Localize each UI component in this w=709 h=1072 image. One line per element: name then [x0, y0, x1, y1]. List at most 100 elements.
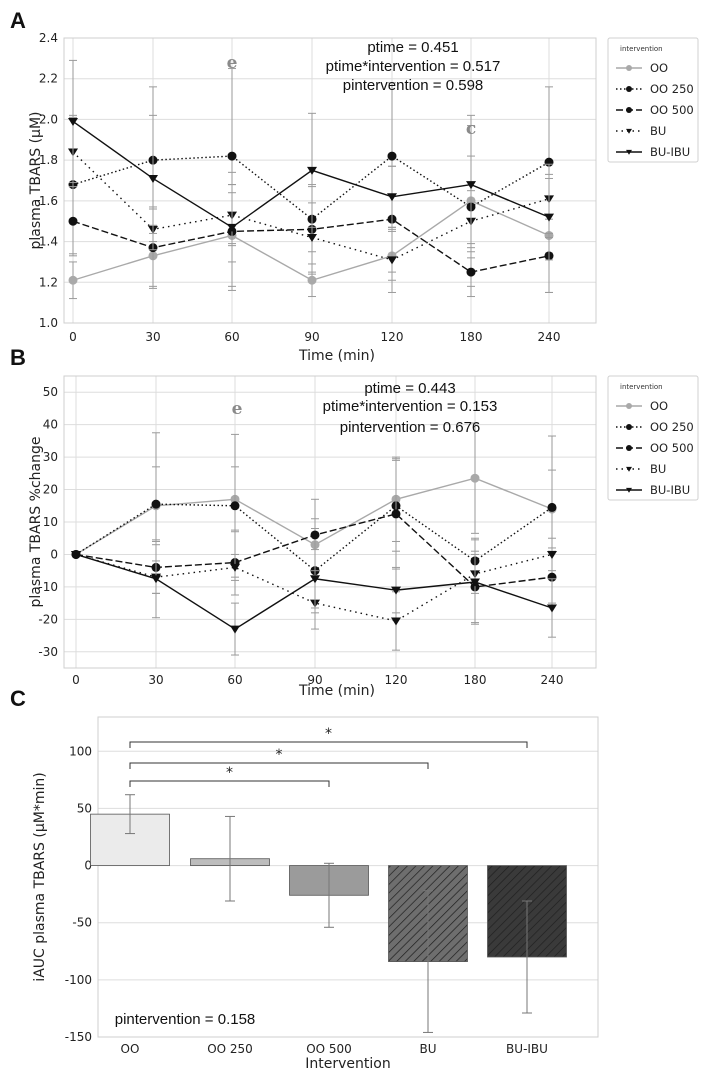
data-point-oo: [307, 275, 317, 285]
x-tick-label: OO 250: [207, 1042, 253, 1056]
legend-marker: [626, 466, 632, 472]
x-tick-label: 0: [69, 330, 77, 344]
y-tick-label: -10: [38, 580, 58, 594]
legend-title: intervention: [620, 383, 663, 391]
data-point-oo-500: [310, 530, 320, 540]
data-point-bu: [230, 563, 240, 572]
x-tick-label: 180: [460, 330, 483, 344]
y-tick-label: 1.8: [39, 153, 58, 167]
y-tick-label: 50: [77, 801, 92, 815]
x-tick-label: 180: [464, 673, 487, 687]
x-tick-label: 60: [227, 673, 242, 687]
data-point-bu: [387, 256, 397, 265]
y-tick-label: 50: [43, 385, 58, 399]
x-tick-label: OO 500: [306, 1042, 352, 1056]
data-point-bu-ibu: [470, 578, 480, 587]
y-tick-label: 40: [43, 418, 58, 432]
significance-letter: c: [466, 119, 476, 139]
x-tick-label: BU: [419, 1042, 436, 1056]
y-tick-label: 1.2: [39, 275, 58, 289]
data-point-bu-ibu: [310, 575, 320, 584]
p-value-annotation: pintervention = 0.158: [115, 1011, 256, 1028]
y-tick-label: 0: [50, 547, 58, 561]
data-point-bu-ibu: [547, 604, 557, 613]
significance-star: *: [276, 747, 283, 763]
y-tick-label: 1.4: [39, 235, 58, 249]
legend-marker: [626, 149, 632, 155]
series-line-bu: [75, 553, 553, 622]
data-point-bu-ibu: [227, 223, 237, 232]
y-axis-label: plasma TBARS %change: [28, 437, 44, 608]
y-tick-label: -20: [38, 612, 58, 626]
x-tick-label: 30: [148, 673, 163, 687]
y-tick-label: 10: [43, 515, 58, 529]
p-value-annotation: pintervention = 0.598: [343, 77, 484, 94]
data-point-oo-250: [230, 501, 240, 511]
x-tick-label: 120: [385, 673, 408, 687]
legend-marker: [626, 445, 632, 451]
p-value-annotation: pintervention = 0.676: [340, 419, 481, 436]
x-axis-label: Intervention: [305, 1056, 390, 1072]
y-tick-label: 30: [43, 450, 58, 464]
data-point-bu-ibu: [230, 625, 240, 634]
y-axis-label: plasma TBARS (μM): [28, 111, 44, 249]
p-value-annotation: ptime = 0.443: [364, 380, 455, 397]
legend-label: OO 500: [650, 441, 694, 455]
data-point-bu-ibu: [151, 575, 161, 584]
legend-label: BU: [650, 124, 666, 138]
y-axis-label: iAUC plasma TBARS (μM*min): [32, 772, 48, 981]
legend-marker: [626, 128, 632, 134]
significance-star: *: [325, 726, 332, 742]
significance-bracket: [129, 741, 528, 748]
data-point-bu-ibu: [544, 213, 554, 222]
y-tick-label: 2.2: [39, 72, 58, 86]
plot-frame: [97, 716, 599, 1038]
legend-marker: [626, 107, 632, 113]
x-tick-label: 90: [307, 673, 322, 687]
data-point-bu: [547, 550, 557, 559]
legend-label: OO 500: [650, 103, 694, 117]
series-line-bu-ibu: [72, 120, 550, 229]
legend-marker: [626, 65, 632, 71]
legend-marker: [626, 487, 632, 493]
legend-label: OO 250: [650, 420, 694, 434]
legend-label: BU-IBU: [650, 483, 690, 497]
y-tick-label: 2.4: [39, 31, 58, 45]
significance-bracket: [129, 780, 330, 787]
significance-star: *: [226, 765, 233, 781]
data-point-bu: [307, 234, 317, 242]
legend-label: OO: [650, 399, 668, 413]
legend-marker: [626, 86, 632, 92]
data-point-oo-500: [391, 509, 401, 519]
significance-letter: e: [232, 399, 243, 419]
significance-bracket: [129, 762, 429, 769]
legend-label: OO 250: [650, 82, 694, 96]
x-axis-label: Time (min): [298, 348, 375, 364]
data-point-oo-500: [466, 267, 476, 277]
y-tick-label: 100: [69, 744, 92, 758]
legend-title: intervention: [620, 45, 663, 53]
y-tick-label: 1.6: [39, 194, 58, 208]
legend-marker: [626, 403, 632, 409]
data-point-bu-ibu: [387, 193, 397, 202]
data-point-oo: [470, 473, 480, 483]
plot-frame: [63, 37, 597, 324]
data-point-bu: [391, 617, 401, 626]
x-tick-label: 240: [538, 330, 561, 344]
legend-label: OO: [650, 61, 668, 75]
legend-box: [607, 37, 699, 163]
x-tick-label: 0: [72, 673, 80, 687]
data-point-bu-ibu: [466, 181, 476, 190]
x-tick-label: 120: [381, 330, 404, 344]
y-tick-label: 0: [84, 859, 92, 873]
y-tick-label: -100: [65, 973, 92, 987]
p-value-annotation: ptime*intervention = 0.517: [326, 58, 501, 75]
legend-label: BU-IBU: [650, 145, 690, 159]
y-tick-label: 20: [43, 483, 58, 497]
data-point-bu-ibu: [71, 550, 81, 559]
data-point-bu-ibu: [391, 586, 401, 595]
series-line-oo: [72, 200, 550, 282]
data-point-oo-250: [547, 502, 557, 512]
data-point-oo-500: [68, 216, 78, 226]
